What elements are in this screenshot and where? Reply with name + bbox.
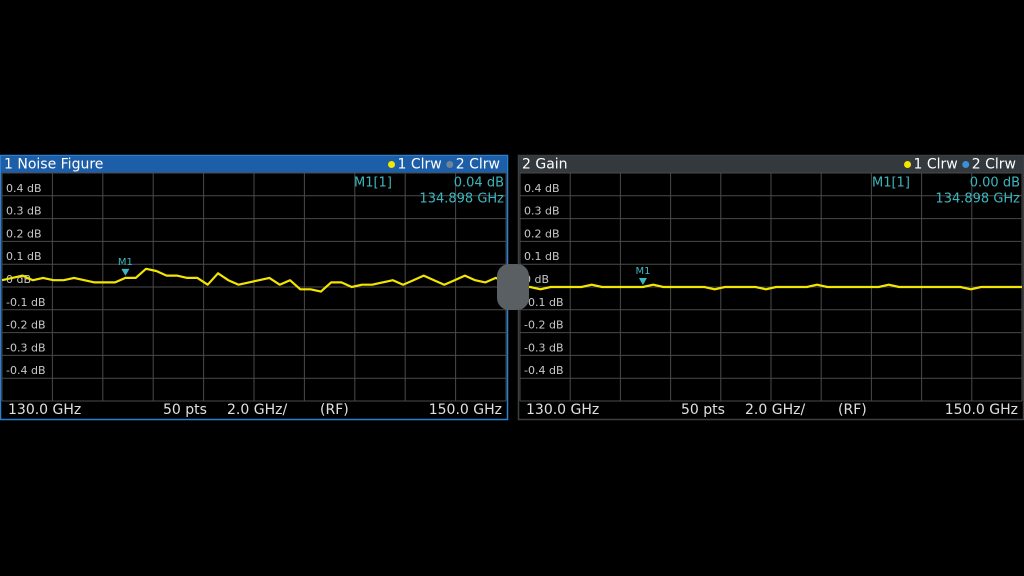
trace-dot bbox=[388, 161, 396, 168]
span-label: 2.0 GHz/ bbox=[227, 402, 287, 418]
y-tick-label: -0.4 dB bbox=[6, 364, 46, 377]
mode-label: (RF) bbox=[320, 402, 349, 418]
y-tick-label: -0.1 dB bbox=[6, 296, 46, 309]
trace-label: 2 Clrw bbox=[972, 157, 1016, 173]
y-tick-label: 0.2 dB bbox=[524, 227, 560, 240]
marker-label: M1 bbox=[635, 266, 650, 277]
trace-line bbox=[520, 283, 1022, 291]
mode-label: (RF) bbox=[838, 402, 867, 418]
marker-label: M1 bbox=[118, 257, 133, 268]
y-tick-label: 0.4 dB bbox=[524, 182, 560, 195]
trace-dot bbox=[962, 161, 970, 168]
y-tick-label: 0.1 dB bbox=[524, 250, 560, 263]
x-tick-label: 130.0 GHz bbox=[8, 402, 81, 418]
x-tick-label: 150.0 GHz bbox=[945, 402, 1018, 418]
marker-y-readout: 0.00 dB bbox=[970, 176, 1020, 191]
trace-label: 2 Clrw bbox=[456, 157, 500, 173]
panel-title: 2 Gain bbox=[522, 157, 568, 173]
marker-symbol bbox=[121, 268, 130, 276]
y-tick-label: 0.2 dB bbox=[6, 227, 42, 240]
trace-dot bbox=[446, 161, 454, 168]
split-handle[interactable] bbox=[497, 264, 529, 310]
trace-label: 1 Clrw bbox=[914, 157, 958, 173]
y-tick-label: -0.3 dB bbox=[524, 341, 564, 354]
marker-x-readout: 134.898 GHz bbox=[935, 192, 1020, 207]
marker-readout: M1[1] bbox=[354, 176, 392, 191]
marker-readout: M1[1] bbox=[872, 176, 910, 191]
marker-x-readout: 134.898 GHz bbox=[419, 192, 504, 207]
y-tick-label: -0.2 dB bbox=[524, 319, 564, 332]
x-tick-label: 130.0 GHz bbox=[526, 402, 599, 418]
trace-dot bbox=[904, 161, 912, 168]
trace-line bbox=[1, 267, 507, 293]
x-tick-label: 150.0 GHz bbox=[429, 402, 502, 418]
y-tick-label: -0.4 dB bbox=[524, 364, 564, 377]
points-label: 50 pts bbox=[681, 402, 725, 418]
y-tick-label: -0.2 dB bbox=[6, 319, 46, 332]
y-tick-label: 0 dB bbox=[524, 273, 549, 286]
trace-label: 1 Clrw bbox=[398, 157, 442, 173]
panel-title: 1 Noise Figure bbox=[4, 157, 103, 173]
y-tick-label: -0.3 dB bbox=[6, 341, 46, 354]
points-label: 50 pts bbox=[163, 402, 207, 418]
title-bar bbox=[519, 156, 1023, 173]
y-tick-label: 0.4 dB bbox=[6, 182, 42, 195]
span-label: 2.0 GHz/ bbox=[745, 402, 805, 418]
title-bar bbox=[1, 156, 507, 173]
y-tick-label: -0.1 dB bbox=[524, 296, 564, 309]
y-tick-label: 0.1 dB bbox=[6, 250, 42, 263]
marker-symbol bbox=[638, 278, 647, 285]
y-tick-label: 0.3 dB bbox=[6, 205, 42, 218]
y-tick-label: 0.3 dB bbox=[524, 205, 560, 218]
marker-y-readout: 0.04 dB bbox=[454, 176, 504, 191]
